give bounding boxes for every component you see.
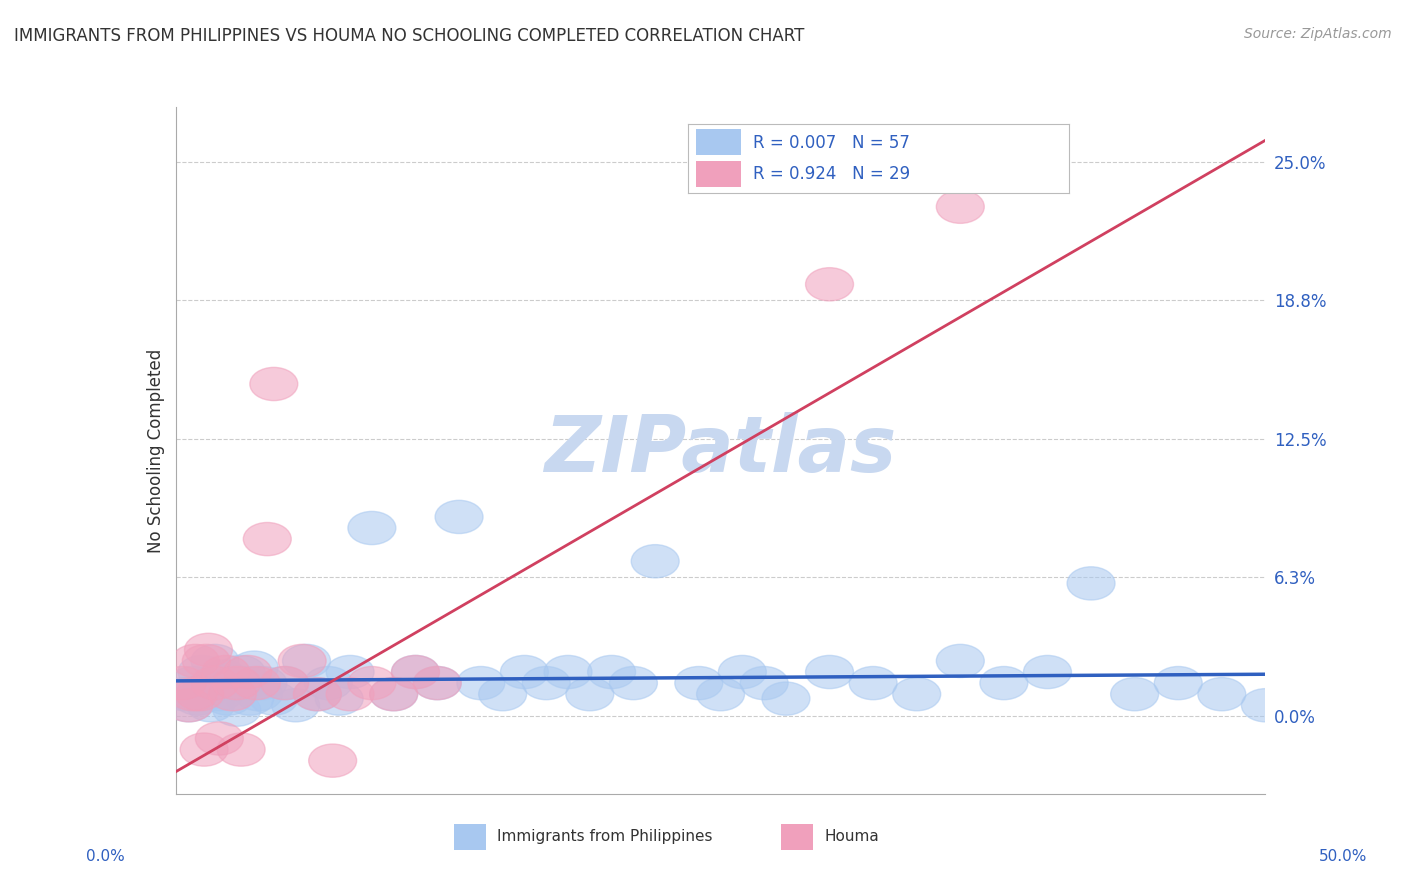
Ellipse shape [1154, 666, 1202, 699]
Ellipse shape [173, 682, 222, 715]
Ellipse shape [176, 678, 224, 711]
Ellipse shape [231, 651, 278, 684]
Ellipse shape [165, 689, 212, 722]
Ellipse shape [522, 666, 571, 699]
Ellipse shape [434, 500, 484, 533]
Ellipse shape [936, 644, 984, 678]
Ellipse shape [631, 545, 679, 578]
Ellipse shape [202, 656, 250, 689]
Ellipse shape [226, 682, 274, 715]
Ellipse shape [195, 678, 243, 711]
Ellipse shape [457, 666, 505, 699]
Ellipse shape [191, 666, 239, 699]
Ellipse shape [1111, 678, 1159, 711]
Ellipse shape [235, 678, 283, 711]
Ellipse shape [347, 666, 396, 699]
Ellipse shape [184, 633, 232, 666]
Text: 50.0%: 50.0% [1319, 849, 1367, 863]
Ellipse shape [260, 666, 309, 699]
Ellipse shape [391, 656, 440, 689]
Ellipse shape [675, 666, 723, 699]
Ellipse shape [179, 656, 226, 689]
Ellipse shape [183, 673, 231, 706]
Ellipse shape [200, 660, 247, 693]
Ellipse shape [250, 682, 298, 715]
Ellipse shape [239, 666, 287, 699]
Ellipse shape [588, 656, 636, 689]
Ellipse shape [315, 682, 363, 715]
Ellipse shape [224, 656, 271, 689]
Ellipse shape [893, 678, 941, 711]
Ellipse shape [609, 666, 658, 699]
Ellipse shape [544, 656, 592, 689]
Ellipse shape [806, 656, 853, 689]
Ellipse shape [806, 268, 853, 301]
Ellipse shape [243, 523, 291, 556]
Ellipse shape [250, 368, 298, 401]
Text: Source: ZipAtlas.com: Source: ZipAtlas.com [1244, 27, 1392, 41]
Ellipse shape [217, 733, 266, 766]
Ellipse shape [565, 678, 614, 711]
Ellipse shape [1067, 566, 1115, 600]
Ellipse shape [212, 666, 260, 699]
Ellipse shape [718, 656, 766, 689]
Ellipse shape [370, 678, 418, 711]
Ellipse shape [347, 511, 396, 545]
Ellipse shape [232, 666, 280, 699]
Ellipse shape [304, 666, 353, 699]
Ellipse shape [980, 666, 1028, 699]
Ellipse shape [278, 644, 326, 678]
Ellipse shape [413, 666, 461, 699]
Ellipse shape [413, 666, 461, 699]
Ellipse shape [271, 689, 319, 722]
Ellipse shape [159, 666, 207, 699]
Ellipse shape [191, 644, 239, 678]
Ellipse shape [204, 682, 252, 715]
Text: IMMIGRANTS FROM PHILIPPINES VS HOUMA NO SCHOOLING COMPLETED CORRELATION CHART: IMMIGRANTS FROM PHILIPPINES VS HOUMA NO … [14, 27, 804, 45]
Ellipse shape [208, 678, 256, 711]
Ellipse shape [187, 689, 235, 722]
Ellipse shape [212, 693, 260, 726]
Text: 0.0%: 0.0% [86, 849, 125, 863]
Ellipse shape [208, 666, 256, 699]
Ellipse shape [169, 666, 217, 699]
Ellipse shape [283, 644, 330, 678]
Ellipse shape [172, 644, 219, 678]
Ellipse shape [165, 689, 212, 722]
Ellipse shape [1198, 678, 1246, 711]
Ellipse shape [217, 656, 266, 689]
Ellipse shape [936, 190, 984, 223]
Ellipse shape [183, 644, 231, 678]
Ellipse shape [762, 682, 810, 715]
Ellipse shape [326, 678, 374, 711]
Ellipse shape [309, 744, 357, 777]
Ellipse shape [740, 666, 789, 699]
Text: ZIPatlas: ZIPatlas [544, 412, 897, 489]
Ellipse shape [180, 733, 228, 766]
Ellipse shape [326, 656, 374, 689]
Ellipse shape [195, 722, 243, 756]
Y-axis label: No Schooling Completed: No Schooling Completed [146, 349, 165, 552]
Ellipse shape [391, 656, 440, 689]
Ellipse shape [478, 678, 527, 711]
Ellipse shape [160, 678, 208, 711]
Ellipse shape [501, 656, 548, 689]
Ellipse shape [1024, 656, 1071, 689]
Ellipse shape [294, 678, 342, 711]
Ellipse shape [370, 678, 418, 711]
Ellipse shape [169, 678, 217, 711]
Ellipse shape [696, 678, 745, 711]
Ellipse shape [849, 666, 897, 699]
Ellipse shape [294, 678, 342, 711]
Ellipse shape [1241, 689, 1289, 722]
Ellipse shape [260, 666, 309, 699]
Ellipse shape [222, 666, 270, 699]
